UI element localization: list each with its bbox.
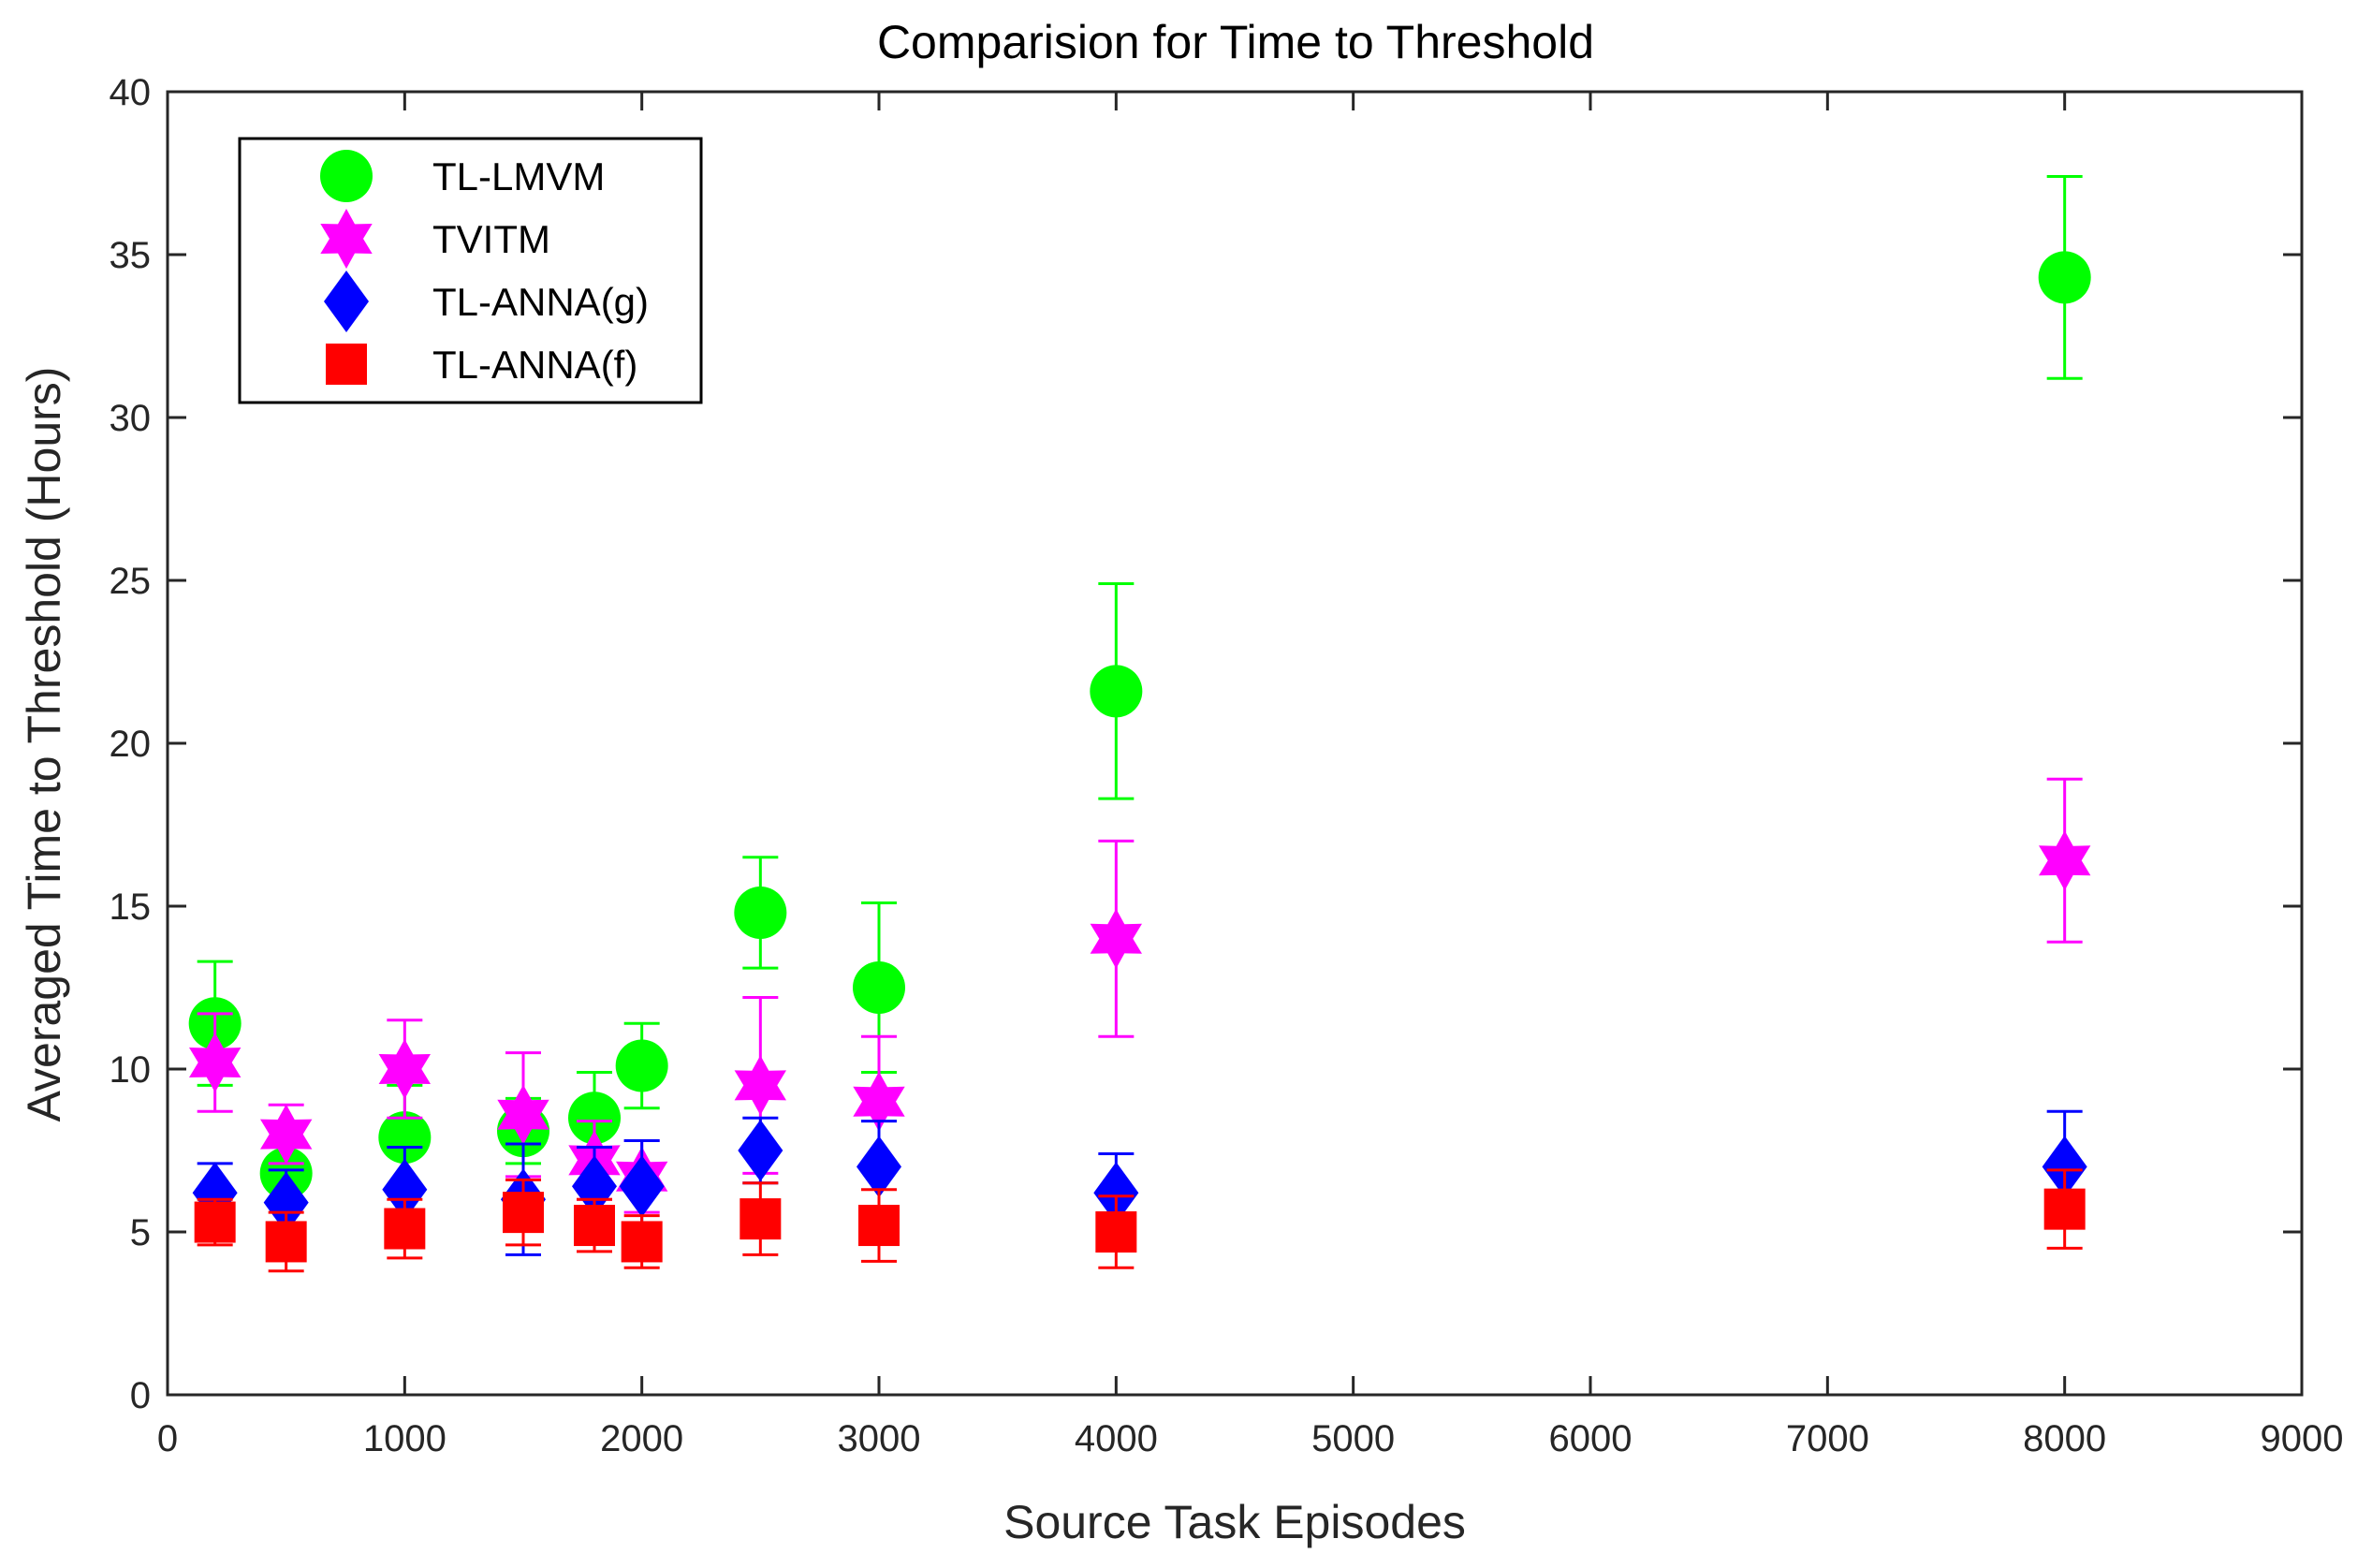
y-tick-label: 35 xyxy=(110,235,152,276)
data-point xyxy=(734,1055,786,1116)
legend-label: TL-LMVM xyxy=(432,154,605,198)
data-point xyxy=(497,1084,549,1145)
legend-label: TL-ANNA(f) xyxy=(432,343,637,387)
x-tick-label: 9000 xyxy=(2261,1418,2344,1459)
y-axis: 0 5 10 15 20 25 30 35 40 xyxy=(110,72,2302,1416)
x-tick-label: 7000 xyxy=(1786,1418,1869,1459)
legend-marker xyxy=(326,344,367,385)
x-tick-label: 0 xyxy=(157,1418,178,1459)
data-point xyxy=(853,961,905,1014)
legend-marker xyxy=(324,271,369,332)
data-point xyxy=(194,1201,236,1243)
data-point xyxy=(263,1171,309,1234)
x-tick-label: 8000 xyxy=(2023,1418,2106,1459)
data-point xyxy=(1090,665,1143,718)
data-point xyxy=(858,1205,900,1247)
chart-title: Comparision for Time to Threshold xyxy=(877,16,1594,68)
data-point xyxy=(378,1039,431,1099)
data-point xyxy=(265,1221,307,1263)
legend-label: TL-ANNA(g) xyxy=(432,280,649,324)
series-tl-anna-f- xyxy=(194,1168,2086,1273)
x-tick-label: 3000 xyxy=(838,1418,921,1459)
data-point xyxy=(384,1208,426,1250)
y-tick-label: 25 xyxy=(110,561,152,602)
x-tick-label: 6000 xyxy=(1549,1418,1633,1459)
legend: TL-LMVM TVITM TL-ANNA(g) TL-ANNA(f) xyxy=(238,137,703,404)
x-axis: 0 1000 2000 3000 4000 5000 6000 7000 8000 9000 xyxy=(157,92,2344,1459)
data-point xyxy=(738,1120,783,1181)
x-tick-label: 2000 xyxy=(600,1418,683,1459)
legend-label: TVITM xyxy=(432,217,550,261)
data-point xyxy=(568,1092,621,1145)
data-point xyxy=(2042,1136,2087,1198)
x-tick-label: 1000 xyxy=(363,1418,447,1459)
data-point xyxy=(260,1104,313,1165)
data-point xyxy=(739,1198,782,1240)
data-point xyxy=(615,1039,668,1092)
data-point xyxy=(857,1136,901,1198)
data-point xyxy=(621,1221,663,1263)
data-point xyxy=(2043,1188,2086,1230)
data-point xyxy=(734,886,787,939)
legend-marker xyxy=(320,209,373,269)
data-point xyxy=(1093,1162,1139,1224)
data-point xyxy=(2038,251,2091,304)
data-point xyxy=(619,1155,665,1218)
legend-box xyxy=(238,137,703,404)
data-point xyxy=(853,1071,905,1132)
data-point xyxy=(574,1205,615,1247)
y-tick-label: 15 xyxy=(110,887,152,928)
y-tick-label: 40 xyxy=(110,72,152,113)
data-point xyxy=(572,1155,617,1218)
data-point xyxy=(1090,908,1142,969)
data-point xyxy=(503,1192,544,1234)
data-point xyxy=(378,1111,432,1165)
series-layer xyxy=(188,174,2091,1273)
data-point xyxy=(189,1033,242,1092)
x-tick-label: 4000 xyxy=(1075,1418,1158,1459)
series-tl-lmvm xyxy=(188,174,2091,1205)
y-tick-label: 0 xyxy=(130,1375,151,1416)
data-point xyxy=(382,1158,428,1221)
x-axis-title: Source Task Episodes xyxy=(1003,1496,1466,1548)
y-axis-title: Averaged Time to Threshold (Hours) xyxy=(18,367,70,1122)
y-tick-label: 10 xyxy=(110,1049,152,1091)
legend-marker xyxy=(320,150,373,202)
y-tick-label: 30 xyxy=(110,398,152,439)
y-tick-label: 5 xyxy=(130,1212,151,1253)
data-point xyxy=(2039,830,2091,891)
x-tick-label: 5000 xyxy=(1311,1418,1395,1459)
data-point xyxy=(1095,1211,1137,1253)
y-tick-label: 20 xyxy=(110,724,152,765)
